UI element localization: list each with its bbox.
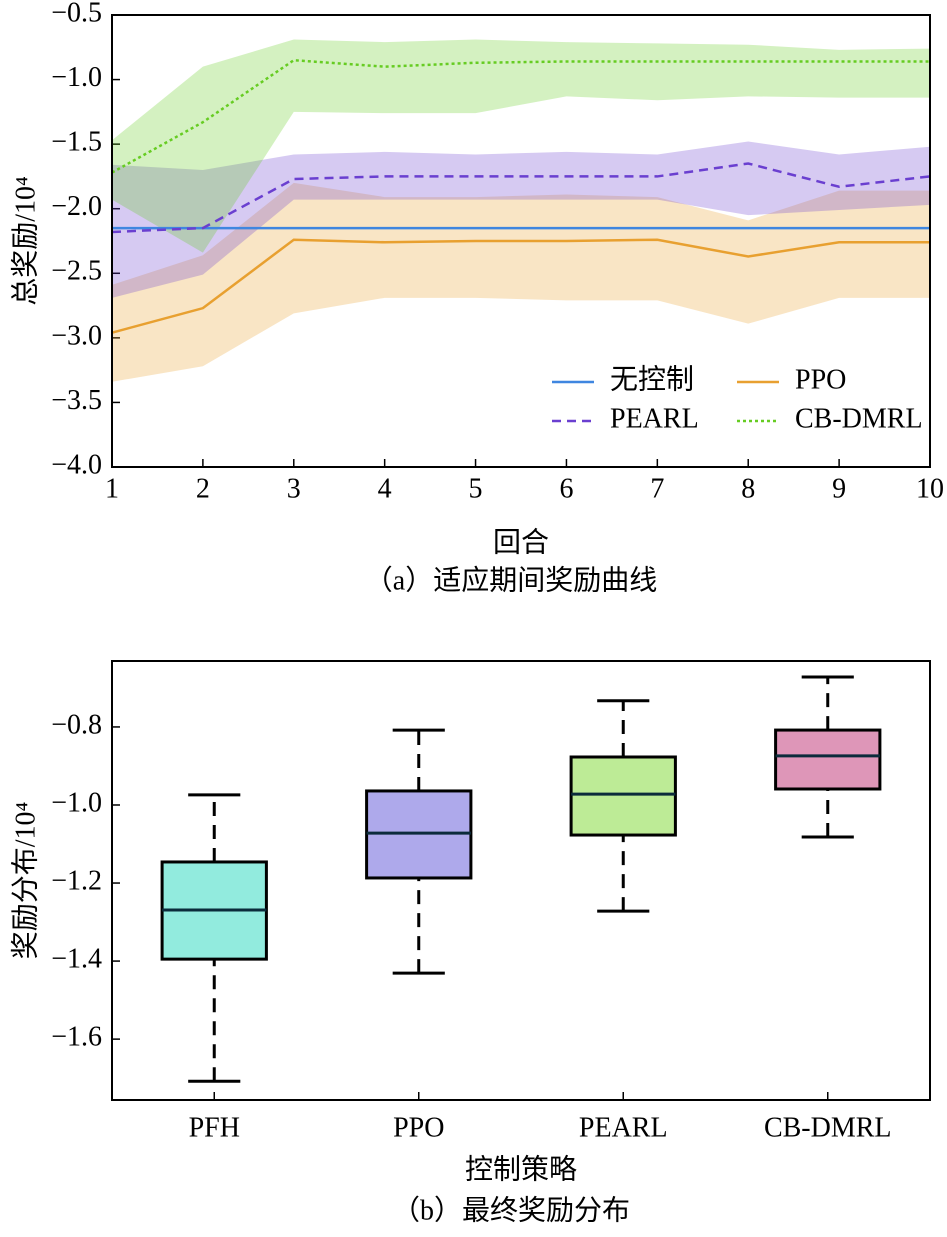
- confidence-band: [112, 182, 930, 382]
- box: [774, 728, 882, 791]
- box: [569, 755, 677, 837]
- caption: （b）最终奖励分布: [392, 1194, 630, 1226]
- x-tick-label: 8: [741, 473, 755, 504]
- x-tick-label: CB-DMRL: [764, 1112, 892, 1143]
- y-tick-label: −1.0: [51, 62, 102, 93]
- x-tick-label: PFH: [189, 1112, 240, 1143]
- legend-label: 无控制: [610, 363, 694, 395]
- caption: （a）适应期间奖励曲线: [365, 564, 657, 596]
- y-tick-label: −1.2: [51, 865, 102, 896]
- y-tick-label: −4.0: [51, 449, 102, 480]
- y-tick-label: −2.0: [51, 191, 102, 222]
- legend-label: PEARL: [610, 403, 699, 434]
- y-tick-label: −1.6: [51, 1022, 102, 1053]
- series-line: [111, 58, 930, 174]
- x-tick-label: 5: [469, 473, 483, 504]
- y-tick-label: −1.4: [51, 944, 102, 975]
- y-tick-label: −1.0: [51, 787, 102, 818]
- x-tick-label: 2: [196, 473, 210, 504]
- x-tick-label: 1: [105, 473, 119, 504]
- x-tick-label: 6: [559, 473, 573, 504]
- y-tick-label: −3.0: [51, 320, 102, 351]
- y-tick-label: −0.5: [51, 0, 102, 28]
- x-axis-label: 控制策略: [465, 1153, 577, 1185]
- series-line: [111, 162, 931, 234]
- plot-frame: [111, 14, 931, 468]
- x-tick-label: 3: [287, 473, 301, 504]
- y-tick-label: −3.5: [51, 385, 102, 416]
- legend-label: PPO: [795, 364, 846, 395]
- confidence-band: [112, 39, 930, 253]
- x-tick-label: PPO: [393, 1112, 444, 1143]
- x-tick-label: PEARL: [579, 1112, 668, 1143]
- x-axis-label: 回合: [493, 526, 549, 558]
- series-line: [111, 238, 930, 334]
- y-axis-label: 奖励分布/10⁴: [9, 802, 41, 960]
- plot-frame: [111, 660, 931, 1101]
- y-tick-label: −1.5: [51, 127, 102, 158]
- x-tick-label: 10: [916, 473, 944, 504]
- x-tick-label: 4: [378, 473, 392, 504]
- legend-label: CB-DMRL: [795, 403, 923, 434]
- y-tick-label: −2.5: [51, 256, 102, 287]
- x-tick-label: 7: [650, 473, 664, 504]
- confidence-band: [112, 141, 930, 298]
- y-tick-label: −0.8: [51, 709, 102, 740]
- y-axis-label: 总奖励/10⁴: [9, 176, 41, 306]
- x-tick-label: 9: [832, 473, 846, 504]
